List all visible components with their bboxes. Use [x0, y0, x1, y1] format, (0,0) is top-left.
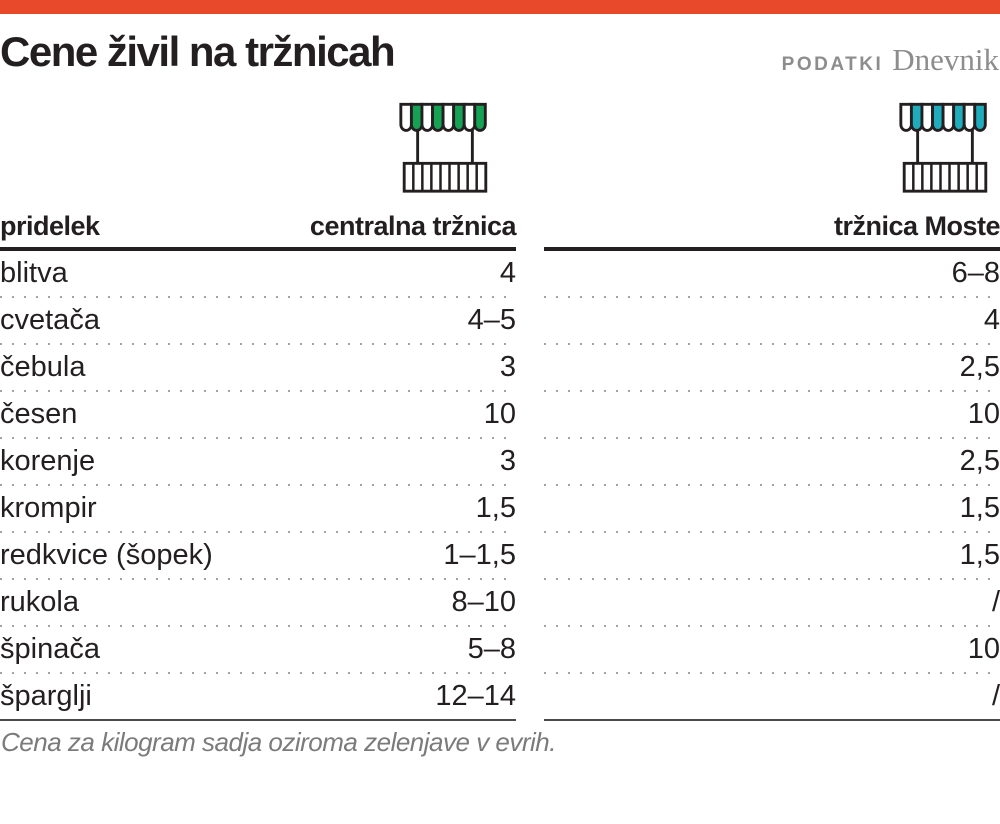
row-separator — [544, 296, 1000, 298]
top-accent-bar — [0, 0, 1000, 14]
produce-name: šparglji — [0, 680, 92, 712]
footnote: Cena za kilogram sadja oziroma zelenjave… — [1, 727, 557, 757]
price-value: 10 — [483, 398, 516, 430]
table-row: korenje 3 — [0, 439, 516, 484]
produce-name: česen — [0, 398, 78, 430]
row-separator — [544, 390, 1000, 392]
table-bottom-rule — [0, 719, 516, 721]
price-value: 12–14 — [435, 680, 516, 712]
row-separator — [0, 625, 516, 627]
price-value: 6–8 — [951, 257, 1000, 289]
price-value: 3 — [499, 445, 516, 477]
table-row: rukola 8–10 — [0, 580, 516, 625]
price-value: 1,5 — [959, 539, 1000, 571]
price-value: / — [991, 680, 1000, 712]
price-value: 1,5 — [959, 492, 1000, 524]
price-value: 4–5 — [467, 304, 516, 336]
table-row: redkvice (šopek) 1–1,5 — [0, 533, 516, 578]
brand-dnevnik-logo: Dnevnik — [892, 42, 999, 77]
row-separator — [544, 578, 1000, 580]
price-column-header: centralna tržnica — [309, 211, 517, 241]
table-row: česen 10 — [0, 392, 516, 437]
produce-name: krompir — [0, 492, 97, 524]
price-value: 4 — [983, 304, 1000, 336]
produce-name: redkvice (šopek) — [0, 539, 213, 571]
row-separator — [544, 531, 1000, 533]
table-row: čebula 3 — [0, 345, 516, 390]
table-row: blitva 4 — [0, 251, 516, 296]
table-bottom-rule — [544, 719, 1000, 721]
produce-name: blitva — [0, 257, 68, 289]
table-row: šparglji 12–14 — [0, 674, 516, 719]
table-row: 2,5 — [544, 345, 1000, 390]
row-separator — [0, 296, 516, 298]
produce-name: korenje — [0, 445, 96, 477]
row-separator — [544, 484, 1000, 486]
table-row: 1,5 — [544, 533, 1000, 578]
price-value: 5–8 — [467, 633, 516, 665]
price-value: 8–10 — [451, 586, 516, 618]
table-row: 1,5 — [544, 486, 1000, 531]
produce-name: cvetača — [0, 304, 100, 336]
produce-column-header: pridelek — [0, 211, 100, 241]
table-body: 6–8 4 2,5 10 2,5 1,5 1,5 / 10 / — [544, 251, 1000, 719]
table-row: 4 — [544, 298, 1000, 343]
price-value: 10 — [967, 398, 1000, 430]
table-row: 10 — [544, 392, 1000, 437]
row-separator — [0, 531, 516, 533]
table-row: špinača 5–8 — [0, 627, 516, 672]
produce-name: špinača — [0, 633, 100, 665]
table-header-row: pridelek centralna tržnica — [0, 206, 517, 251]
price-value: 10 — [967, 633, 1000, 665]
table-row: / — [544, 674, 1000, 719]
row-separator — [0, 672, 516, 674]
table-row: cvetača 4–5 — [0, 298, 516, 343]
market-stall-green-icon — [399, 102, 488, 193]
price-value: 3 — [499, 351, 516, 383]
price-value: 4 — [499, 257, 516, 289]
market-stall-teal-icon — [899, 102, 988, 193]
price-table-trznica-moste: tržnica Moste 6–8 4 2,5 10 2,5 1,5 1,5 / 10 / — [544, 206, 1000, 721]
price-column-header: tržnica Moste — [833, 211, 1000, 241]
price-value: 1–1,5 — [443, 539, 516, 571]
row-separator — [544, 625, 1000, 627]
brand-credit: PODATKI Dnevnik — [782, 42, 999, 78]
price-value: / — [991, 586, 1000, 618]
row-separator — [544, 343, 1000, 345]
table-row: krompir 1,5 — [0, 486, 516, 531]
price-value: 1,5 — [475, 492, 516, 524]
table-body: blitva 4 cvetača 4–5 čebula 3 česen 10 korenje 3 k… — [0, 251, 516, 719]
row-separator — [544, 437, 1000, 439]
price-table-centralna-trznica: pridelek centralna tržnica blitva 4 cvetač… — [0, 206, 517, 721]
produce-name: rukola — [0, 586, 79, 618]
price-value: 2,5 — [959, 445, 1000, 477]
page-title: Cene živil na tržnicah — [0, 28, 396, 75]
row-separator — [0, 578, 516, 580]
table-row: / — [544, 580, 1000, 625]
row-separator — [544, 672, 1000, 674]
table-header-row: tržnica Moste — [544, 206, 1000, 251]
brand-podatki-label: PODATKI — [781, 54, 884, 75]
row-separator — [0, 484, 516, 486]
row-separator — [0, 390, 516, 392]
row-separator — [0, 437, 516, 439]
table-row: 2,5 — [544, 439, 1000, 484]
table-row: 6–8 — [544, 251, 1000, 296]
price-value: 2,5 — [959, 351, 1000, 383]
row-separator — [0, 343, 516, 345]
produce-name: čebula — [0, 351, 86, 383]
table-row: 10 — [544, 627, 1000, 672]
